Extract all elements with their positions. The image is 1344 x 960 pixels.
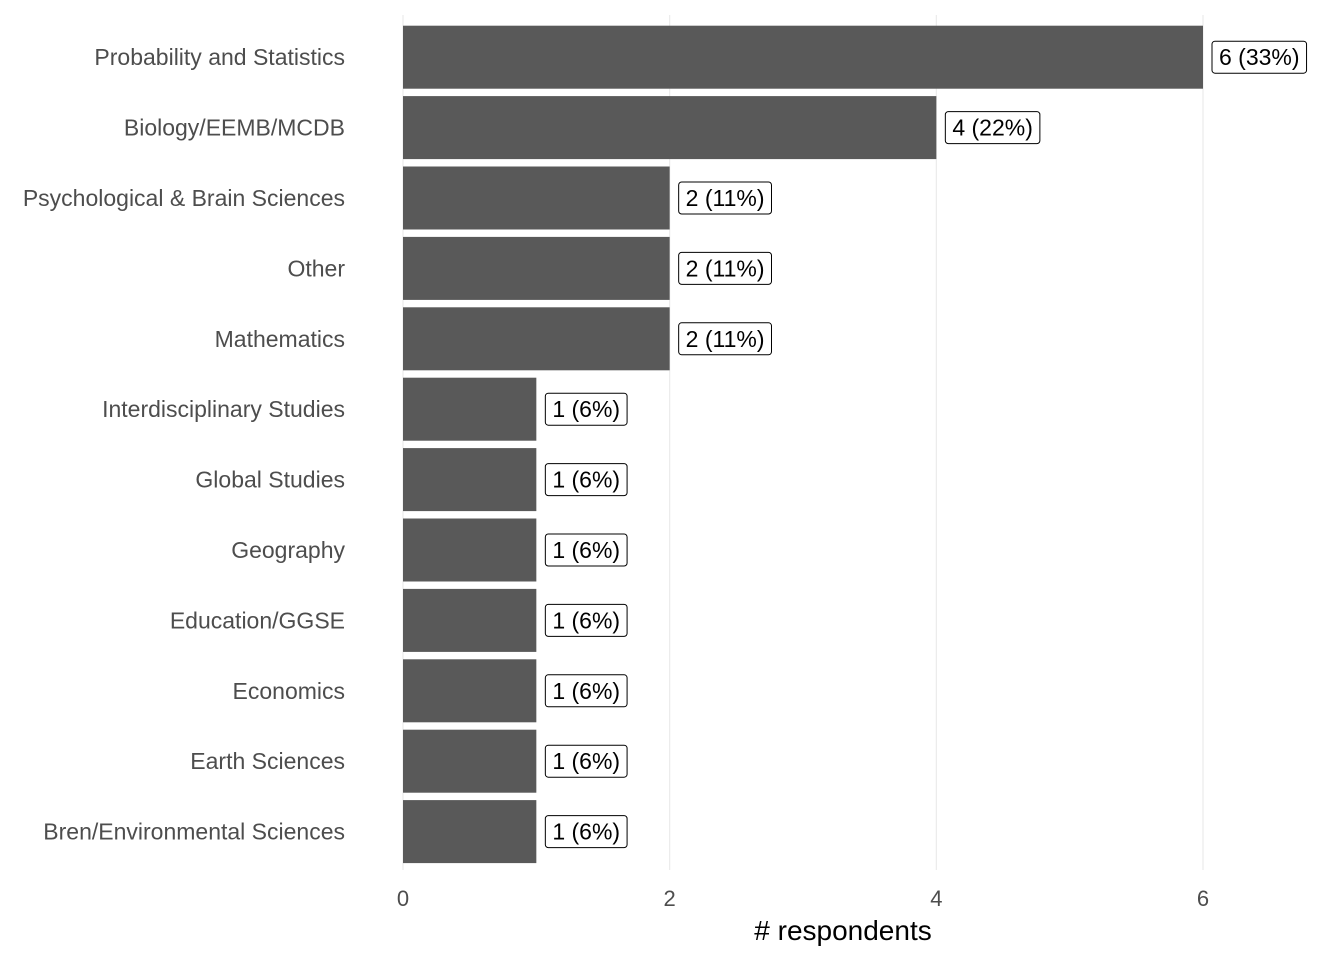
x-tick-label: 6 xyxy=(1197,886,1209,911)
data-label-text: 1 (6%) xyxy=(552,678,620,704)
x-tick-label: 4 xyxy=(930,886,942,911)
data-label-box xyxy=(944,111,1041,145)
category-label: Economics xyxy=(233,678,345,704)
data-label: 6 (33%) xyxy=(1211,40,1308,74)
bar xyxy=(403,518,537,582)
x-axis-ticks: 0 2 4 6 xyxy=(397,886,1209,911)
x-tick-label: 2 xyxy=(664,886,676,911)
bar xyxy=(403,800,537,864)
data-label-text: 1 (6%) xyxy=(552,607,620,633)
bar xyxy=(403,236,670,300)
data-label-text: 1 (6%) xyxy=(552,467,620,493)
data-label-box xyxy=(544,815,628,849)
data-label-text: 6 (33%) xyxy=(1219,44,1300,70)
data-label-text: 1 (6%) xyxy=(552,537,620,563)
data-label: 4 (22%) xyxy=(944,111,1041,145)
bar xyxy=(403,588,537,652)
data-label-text: 2 (11%) xyxy=(686,255,765,281)
category-label: Earth Sciences xyxy=(190,748,345,774)
bar xyxy=(403,659,537,723)
data-label: 2 (11%) xyxy=(678,322,772,356)
data-labels: 6 (33%) 4 (22%) 2 (11%) 2 (11%) 2 (11%) 1 (6%… xyxy=(544,40,1308,849)
data-label-box xyxy=(544,674,628,708)
bar xyxy=(403,377,537,441)
category-label: Biology/EEMB/MCDB xyxy=(124,115,345,141)
x-tick-label: 0 xyxy=(397,886,409,911)
data-label: 1 (6%) xyxy=(544,463,628,497)
data-label: 2 (11%) xyxy=(678,181,772,215)
data-label: 1 (6%) xyxy=(544,533,628,567)
category-label: Psychological & Brain Sciences xyxy=(23,185,345,211)
data-label-box xyxy=(544,603,628,637)
data-label-box xyxy=(678,181,772,215)
data-label-box xyxy=(678,322,772,356)
data-label-text: 1 (6%) xyxy=(552,748,620,774)
data-label-box xyxy=(544,392,628,426)
category-label: Mathematics xyxy=(215,326,345,352)
bar xyxy=(403,448,537,512)
data-label-box xyxy=(544,463,628,497)
data-label-box xyxy=(544,744,628,778)
category-label: Probability and Statistics xyxy=(94,44,345,70)
data-label-box xyxy=(544,533,628,567)
data-label: 2 (11%) xyxy=(678,251,772,285)
category-label: Geography xyxy=(231,537,345,563)
data-label: 1 (6%) xyxy=(544,674,628,708)
bar xyxy=(403,729,537,793)
data-label: 1 (6%) xyxy=(544,603,628,637)
bar-layer xyxy=(403,25,1203,864)
category-label: Bren/Environmental Sciences xyxy=(43,819,345,845)
bar xyxy=(403,307,670,371)
bar xyxy=(403,96,937,160)
data-label: 1 (6%) xyxy=(544,392,628,426)
category-labels: Probability and Statistics Biology/EEMB/M… xyxy=(23,44,346,844)
data-label: 1 (6%) xyxy=(544,744,628,778)
data-label-text: 2 (11%) xyxy=(686,185,765,211)
bar xyxy=(403,25,1203,89)
data-label-text: 2 (11%) xyxy=(686,326,765,352)
data-label-box xyxy=(1211,40,1308,74)
data-label-text: 1 (6%) xyxy=(552,819,620,845)
category-label: Education/GGSE xyxy=(170,607,345,633)
x-axis-title: # respondents xyxy=(754,915,931,946)
data-label: 1 (6%) xyxy=(544,815,628,849)
data-label-text: 4 (22%) xyxy=(952,115,1033,141)
category-label: Other xyxy=(287,255,345,281)
category-label: Global Studies xyxy=(195,467,345,493)
bar xyxy=(403,166,670,230)
category-label: Interdisciplinary Studies xyxy=(102,396,345,422)
data-label-box xyxy=(678,251,772,285)
data-label-text: 1 (6%) xyxy=(552,396,620,422)
